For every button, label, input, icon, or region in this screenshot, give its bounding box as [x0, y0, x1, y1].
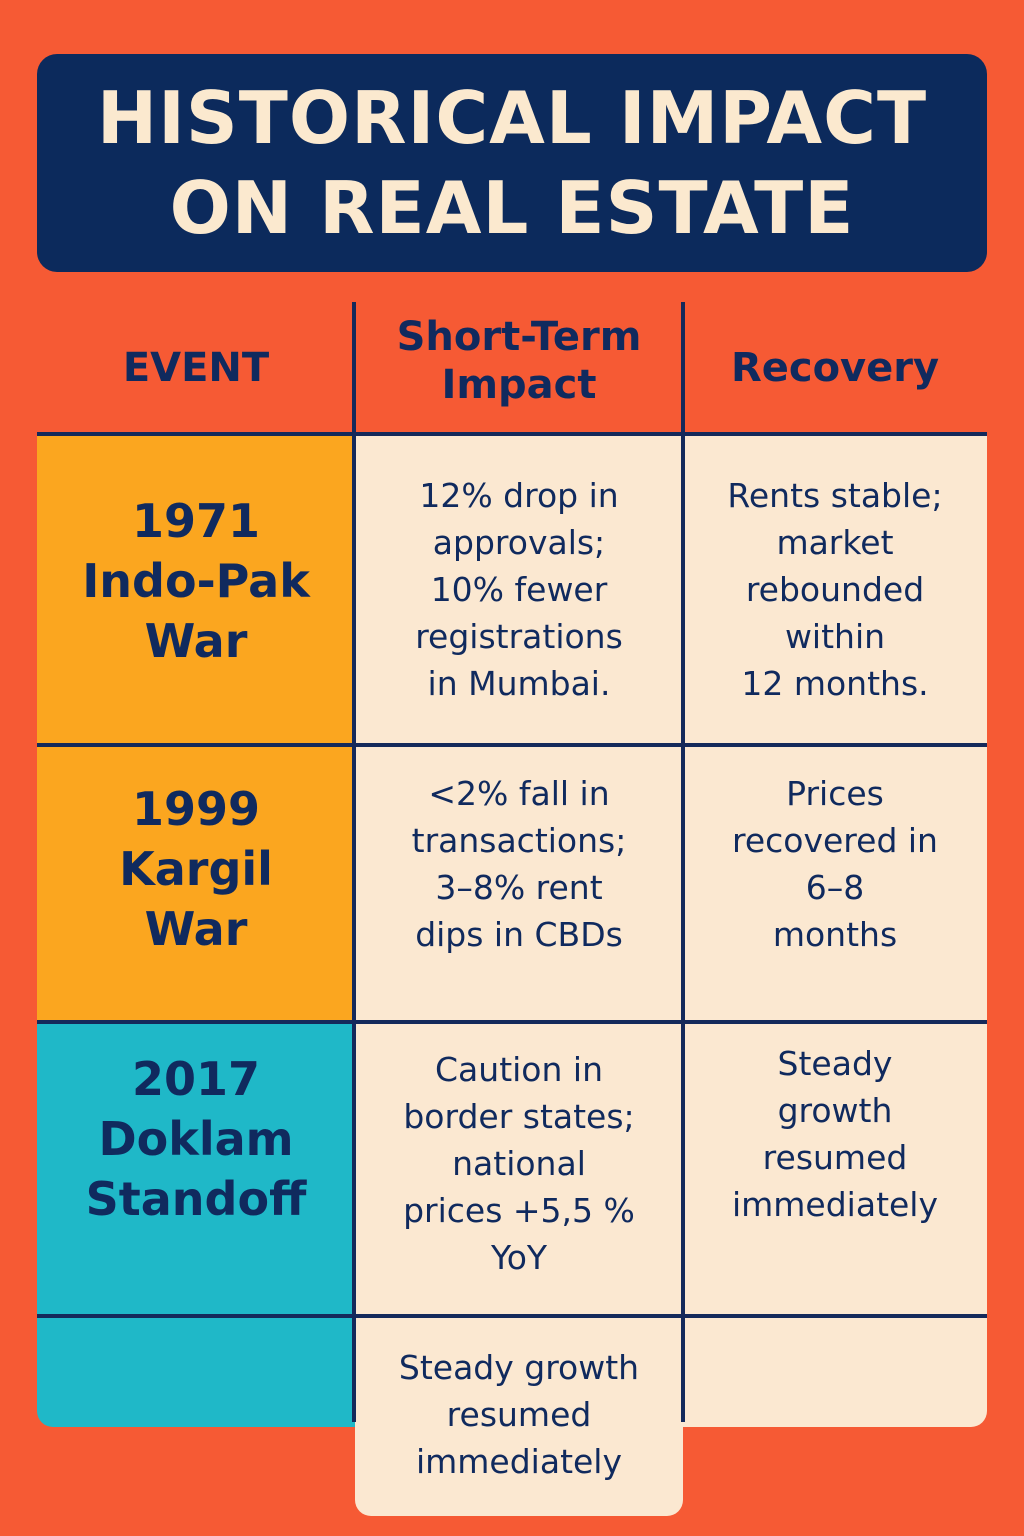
row-2-impact: <2% fall in transactions; 3–8% rent dips… [355, 745, 683, 1022]
row-3-event: 2017 Doklam Standoff [37, 1022, 355, 1316]
row-1-event: 1971 Indo-Pak War [37, 434, 355, 745]
row-4-impact: Steady growth resumed immediately [355, 1316, 683, 1516]
column-divider-2 [681, 302, 685, 1422]
row-1-impact: 12% drop in approvals; 10% fewer registr… [355, 434, 683, 745]
header-short-term-impact: Short-Term Impact [355, 302, 683, 434]
row-4-recovery [683, 1316, 987, 1427]
row-3-recovery: Steady growth resumed immediately [683, 1022, 987, 1316]
header-recovery: Recovery [683, 302, 987, 434]
header-impact-line: Impact [441, 362, 597, 408]
title-banner: HISTORICAL IMPACT ON REAL ESTATE [37, 54, 987, 272]
header-event-label: EVENT [122, 345, 270, 391]
title-line-1: HISTORICAL IMPACT [96, 76, 928, 160]
row-3-impact: Caution in border states; national price… [355, 1022, 683, 1316]
row-4-event [37, 1316, 355, 1427]
row-2-recovery: Prices recovered in 6–8 months [683, 745, 987, 1022]
header-short-term-line: Short-Term [396, 314, 642, 360]
row-divider-1 [37, 743, 987, 747]
row-1-recovery: Rents stable; market rebounded within 12… [683, 434, 987, 745]
header-event: EVENT [37, 302, 355, 434]
row-divider-header [37, 432, 987, 436]
row-divider-3 [37, 1314, 987, 1318]
row-2-event: 1999 Kargil War [37, 745, 355, 1022]
header-recovery-label: Recovery [730, 345, 940, 391]
row-divider-2 [37, 1020, 987, 1024]
column-divider-1 [352, 302, 356, 1422]
title-line-2: ON REAL ESTATE [169, 166, 855, 250]
